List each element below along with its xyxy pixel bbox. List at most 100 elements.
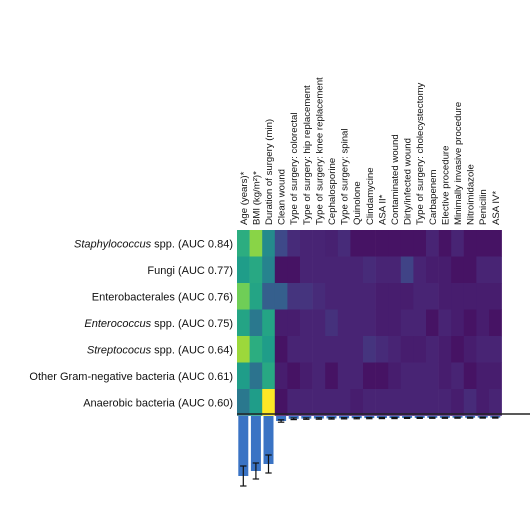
column-label: Cephalosporine: [327, 158, 338, 225]
heatmap-cell: [325, 256, 339, 284]
heatmap-cell: [325, 389, 339, 416]
heatmap-cell: [262, 309, 276, 337]
heatmap-cell: [413, 336, 427, 363]
heatmap-cell: [350, 389, 364, 416]
heatmap-cell: [413, 230, 427, 257]
heatmap-cell: [237, 362, 250, 390]
error-bar: [328, 417, 335, 420]
heatmap-cell: [312, 336, 326, 363]
row-label: Enterococcus spp. (AUC 0.75): [84, 318, 233, 330]
error-bar: [315, 417, 323, 420]
heatmap-cell: [312, 362, 326, 390]
heatmap-cell: [274, 336, 288, 363]
importance-bar: [238, 416, 249, 476]
heatmap-cell: [312, 309, 326, 337]
heatmap-cell: [451, 230, 465, 257]
heatmap-cell: [262, 389, 276, 416]
error-bar: [454, 416, 461, 419]
row-label-organism: Enterococcus: [84, 318, 151, 330]
heatmap-cell: [363, 309, 376, 337]
error-bar: [240, 465, 247, 487]
error-bar: [353, 417, 360, 420]
row-label-organism: Enterobacterales (AUC 0.76): [92, 291, 233, 303]
heatmap-cell: [413, 362, 427, 390]
heatmap-cell: [463, 230, 477, 257]
heatmap-cell: [375, 336, 389, 363]
error-bar: [252, 462, 260, 480]
row-label-organism: Fungi (AUC 0.77): [147, 265, 233, 277]
error-bar: [277, 419, 285, 423]
heatmap-cell: [262, 336, 276, 363]
heatmap-cell: [489, 362, 502, 390]
heatmap-cell: [325, 230, 339, 257]
heatmap-cell: [476, 362, 490, 390]
heatmap-cell: [274, 283, 288, 310]
heatmap-cell: [312, 283, 326, 310]
column-label: ASA IV*: [491, 191, 502, 225]
column-label: Quinolone: [352, 181, 363, 225]
heatmap-cell: [287, 230, 301, 257]
row-label-organism: Other Gram-negative bacteria (AUC 0.61): [29, 371, 233, 383]
error-bar: [466, 416, 474, 419]
heatmap-cell: [300, 336, 313, 363]
heatmap-cell: [237, 256, 250, 284]
heatmap-cell: [438, 283, 452, 310]
heatmap-cell: [274, 362, 288, 390]
column-label: Clean wound: [277, 169, 288, 225]
heatmap-cell: [476, 230, 490, 257]
heatmap-cell: [363, 256, 376, 284]
heatmap-cell: [325, 336, 339, 363]
column-label: Duration of surgery (min): [264, 119, 275, 225]
row-labels: Staphylococcus spp. (AUC 0.84) Fungi (AUC…: [29, 238, 233, 409]
heatmap-cell: [388, 230, 402, 257]
row-label-organism: Streptococus: [87, 344, 152, 356]
heatmap-cell: [249, 389, 263, 416]
heatmap-cell: [337, 336, 351, 363]
error-bar: [265, 454, 272, 474]
heatmap-cell: [300, 283, 313, 310]
heatmap-cell: [249, 336, 263, 363]
heatmap-cell: [400, 362, 414, 390]
error-bar: [391, 416, 398, 420]
heatmap-cell: [262, 362, 276, 390]
heatmap-cell: [337, 283, 351, 310]
heatmap-cell: [413, 256, 427, 284]
heatmap-cell: [237, 230, 250, 257]
heatmap-cell: [287, 309, 301, 337]
heatmap-cell: [426, 230, 439, 257]
column-label: Carbapenem: [428, 170, 439, 225]
heatmap-cell: [249, 256, 263, 284]
heatmap-cell: [249, 309, 263, 337]
heatmap-cell: [413, 389, 427, 416]
heatmap-cell: [237, 309, 250, 337]
heatmap-cell: [388, 336, 402, 363]
heatmap-cell: [438, 336, 452, 363]
heatmap-cell: [363, 230, 376, 257]
heatmap-cell: [350, 283, 364, 310]
importance-bar: [276, 416, 287, 421]
heatmap-cell: [337, 309, 351, 337]
heatmap-cell: [262, 283, 276, 310]
heatmap-cell: [413, 283, 427, 310]
row-label: Enterobacterales (AUC 0.76): [92, 291, 233, 303]
error-bar: [441, 416, 449, 419]
heatmap-cell: [463, 283, 477, 310]
heatmap-cell: [426, 389, 439, 416]
column-label: ASA II*: [377, 194, 388, 225]
heatmap-cell: [489, 336, 502, 363]
row-label: Staphylococcus spp. (AUC 0.84): [74, 238, 233, 250]
heatmap-cell: [463, 309, 477, 337]
heatmap-cell: [438, 256, 452, 284]
column-label: Type of surgery: knee replacement: [314, 77, 325, 225]
heatmap-cell: [413, 309, 427, 337]
heatmap-cell: [363, 389, 376, 416]
column-label: Penicilin: [478, 189, 489, 225]
row-label-suffix: spp. (AUC 0.64): [151, 344, 233, 356]
heatmap-cell: [325, 309, 339, 337]
column-labels: Age (years)* BMI (kg/m²)* Duration of surg…: [239, 77, 502, 225]
error-bar: [366, 416, 373, 420]
heatmap-cell: [463, 362, 477, 390]
row-label: Anaerobic bacteria (AUC 0.60): [83, 397, 233, 409]
heatmap-cell: [337, 389, 351, 416]
